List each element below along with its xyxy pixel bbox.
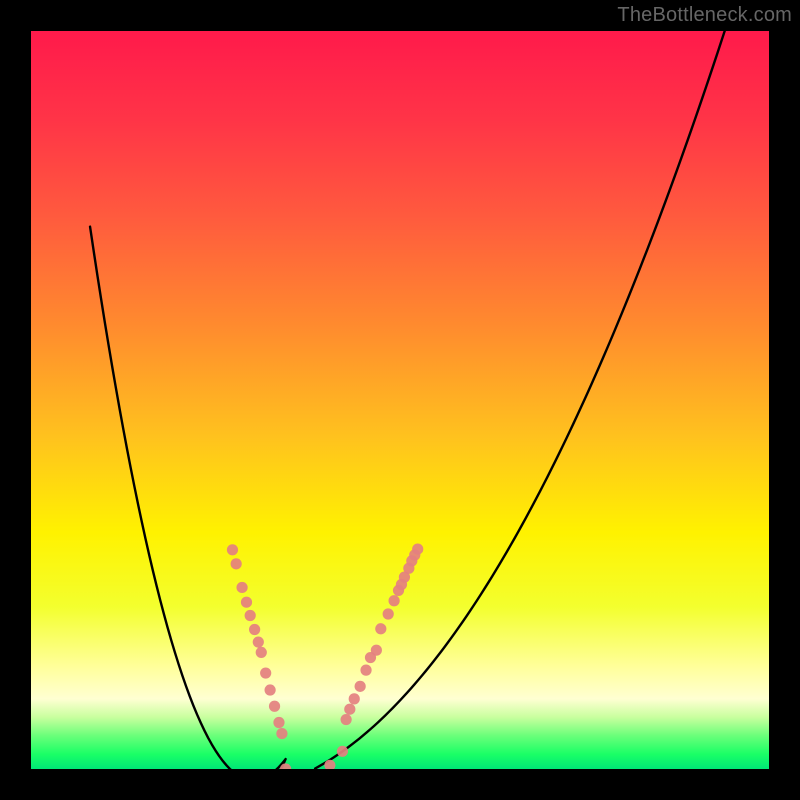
data-marker (249, 624, 260, 635)
data-marker (389, 595, 400, 606)
plot-area (31, 31, 769, 769)
chart-frame: TheBottleneck.com (0, 0, 800, 800)
data-marker (227, 544, 238, 555)
data-marker (344, 704, 355, 715)
data-marker (375, 623, 386, 634)
data-marker (371, 645, 382, 656)
data-marker (349, 693, 360, 704)
data-marker (360, 665, 371, 676)
data-marker (355, 681, 366, 692)
data-marker (276, 728, 287, 739)
data-marker (269, 701, 280, 712)
data-marker (412, 543, 423, 554)
data-marker (260, 667, 271, 678)
data-marker (273, 717, 284, 728)
data-marker (231, 558, 242, 569)
gradient-background (31, 31, 769, 769)
data-marker (341, 714, 352, 725)
data-marker (265, 684, 276, 695)
data-marker (253, 636, 264, 647)
data-marker (236, 582, 247, 593)
data-marker (256, 647, 267, 658)
data-marker (245, 610, 256, 621)
data-marker (383, 608, 394, 619)
data-marker (337, 746, 348, 757)
data-marker (241, 597, 252, 608)
watermark-text: TheBottleneck.com (617, 4, 792, 27)
plot-svg (31, 31, 769, 769)
